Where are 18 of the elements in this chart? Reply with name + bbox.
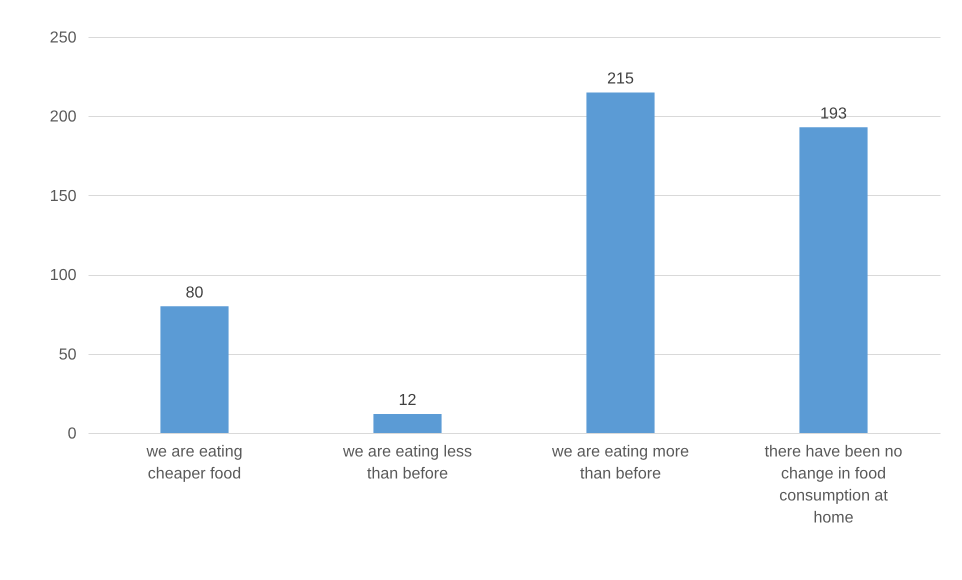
y-tick-label: 0: [68, 426, 77, 442]
data-label: 12: [398, 392, 416, 409]
bar: [799, 127, 868, 433]
y-tick-label: 250: [50, 30, 77, 46]
bar: [373, 414, 442, 433]
data-label: 80: [186, 284, 204, 302]
bar: [586, 92, 655, 433]
x-tick-label: we are eating more than before: [551, 444, 690, 482]
x-tick-label: we are eating less than before: [342, 444, 472, 482]
x-tick-label: we are eating cheaper food: [145, 444, 243, 482]
y-tick-label: 200: [50, 108, 77, 126]
data-label: 193: [820, 105, 847, 122]
y-tick-label: 100: [50, 267, 77, 284]
y-tick-label: 50: [58, 346, 77, 364]
y-tick-label: 150: [50, 188, 77, 205]
bar: [160, 306, 229, 433]
x-tick-label: there have been no change in food consumption at home: [764, 444, 903, 526]
data-label: 215: [607, 70, 634, 88]
